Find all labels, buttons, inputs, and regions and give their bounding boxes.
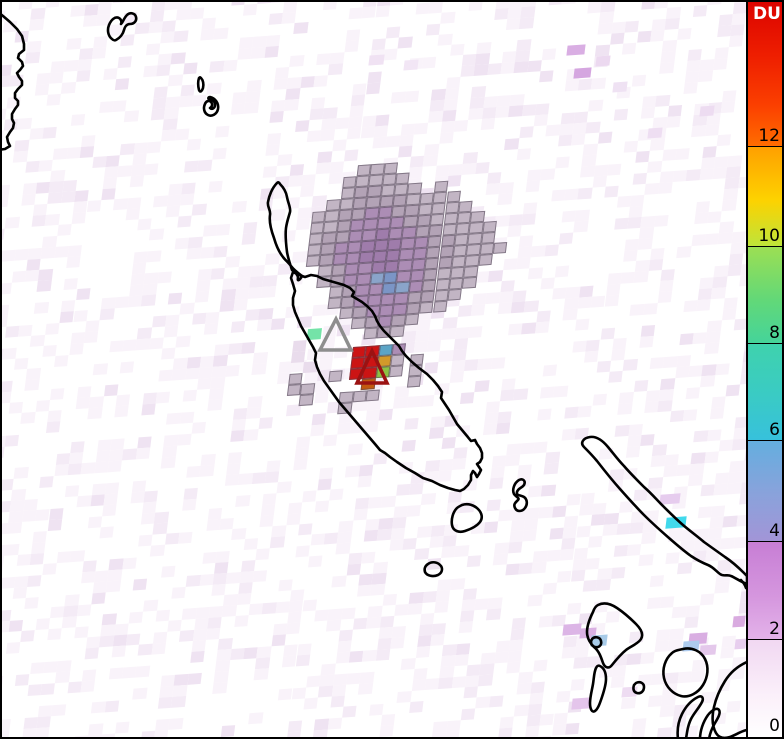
colorbar-units-label: DU [753, 4, 781, 24]
colorbar-tick-line [748, 541, 784, 542]
colorbar-tick-line [748, 440, 784, 441]
colorbar-tick-line [748, 146, 784, 147]
colorbar-tick-line [748, 343, 784, 344]
islet-blob-south [450, 502, 484, 534]
colorbar-tick-label: 2 [769, 619, 780, 639]
colorbar-tick-label: 12 [758, 126, 780, 146]
islet-circle-southeast [589, 635, 603, 649]
coast-tip-east-edge [739, 578, 746, 590]
islet-hook-north [202, 95, 220, 117]
coast-southeast-corner [711, 661, 746, 739]
island-double-lobe-north [106, 11, 138, 42]
colorbar-tick-label: 0 [769, 716, 780, 736]
colorbar-tick-label: 6 [769, 420, 780, 440]
central-island-peninsula [266, 181, 304, 282]
colorbar-tick-line [748, 639, 784, 640]
coastlines-overlay [0, 11, 746, 739]
volcano-markers-overlay [317, 315, 390, 385]
coast-northwest-mainland [0, 11, 26, 152]
islet-slim-southeast [588, 664, 608, 713]
island-diamond-southeast [585, 602, 644, 669]
volcano-marker-northwest [317, 315, 354, 352]
islet-leaf-south-a [676, 695, 705, 739]
volcano-marker-southeast [354, 346, 390, 385]
colorbar-tick-label: 10 [758, 226, 780, 246]
islet-sliver-north [196, 75, 205, 93]
islet-dot-southeast [632, 680, 646, 695]
colorbar: 12 10 8 6 4 2 0 DU [746, 0, 784, 739]
island-round-southeast [662, 647, 709, 698]
islet-leaf-south-b [698, 707, 721, 739]
central-island [289, 270, 484, 493]
elongated-island-east [580, 435, 746, 586]
islet-oval-south [423, 560, 444, 578]
colorbar-tick-label: 4 [769, 521, 780, 541]
colorbar-gradient [748, 0, 784, 739]
colorbar-tick-line [748, 246, 784, 247]
colorbar-tick-label: 8 [769, 323, 780, 343]
islet-squiggle-southeast [511, 478, 529, 513]
map-canvas [0, 0, 746, 739]
